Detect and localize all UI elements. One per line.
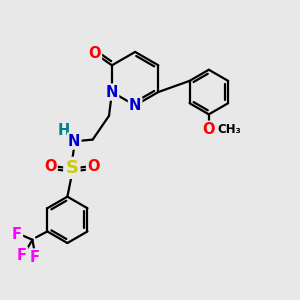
Text: H: H: [58, 123, 70, 138]
Text: S: S: [65, 159, 78, 177]
Text: N: N: [68, 134, 80, 148]
Text: N: N: [106, 85, 118, 100]
Text: O: O: [202, 122, 215, 137]
Text: O: O: [88, 46, 101, 61]
Text: F: F: [17, 248, 27, 263]
Text: F: F: [30, 250, 40, 265]
Text: O: O: [44, 159, 57, 174]
Text: F: F: [12, 227, 22, 242]
Text: N: N: [129, 98, 141, 113]
Text: CH₃: CH₃: [217, 123, 241, 136]
Text: O: O: [87, 159, 100, 174]
